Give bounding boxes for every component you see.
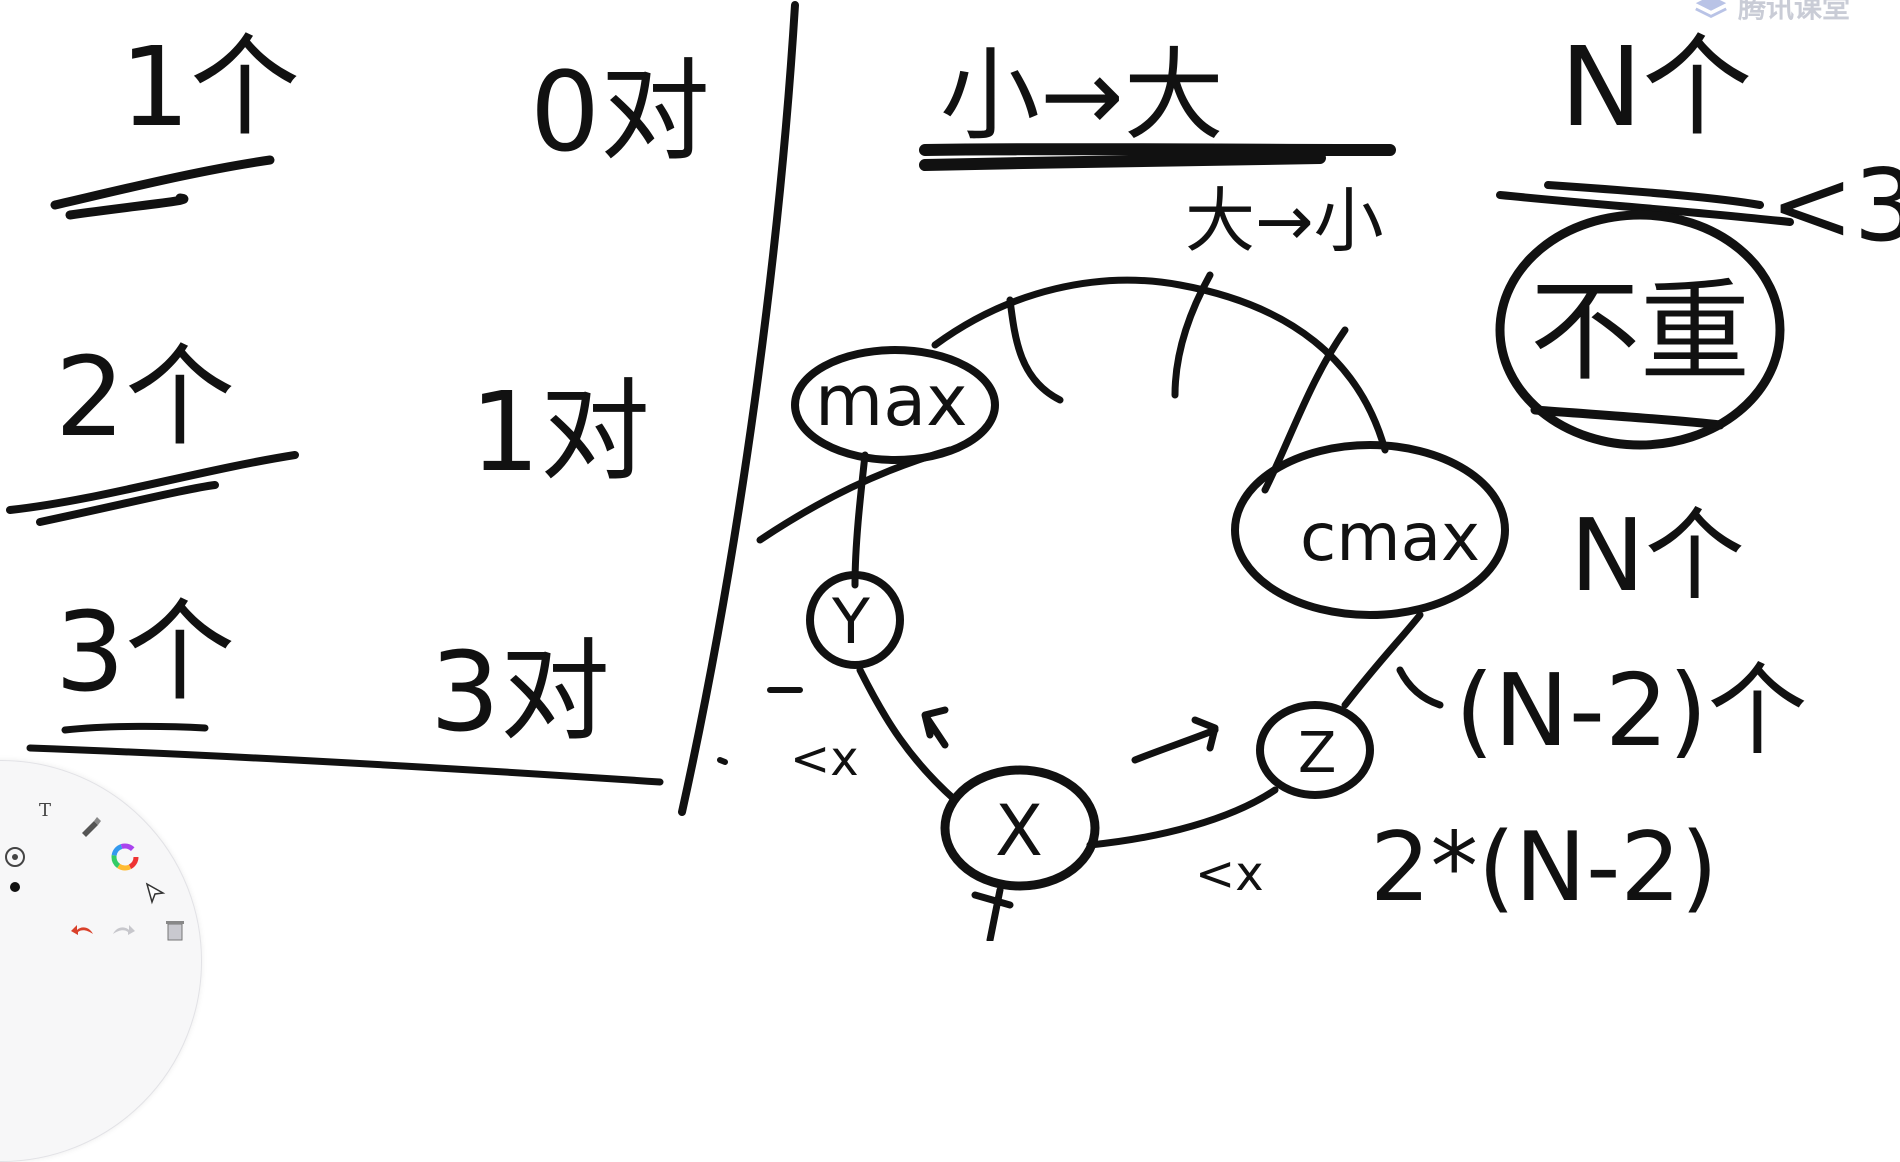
pointer-icon xyxy=(3,845,27,869)
pointer-tool[interactable] xyxy=(0,842,30,872)
tick-left-small xyxy=(720,690,800,762)
formula-2-times: 2*(N-2) xyxy=(1370,813,1718,923)
right-header: 小→大 大→小 N个 <3 不重 xyxy=(925,23,1900,445)
cycle-arc-bottom xyxy=(1090,790,1275,845)
subtitle-large-to-small: 大→小 xyxy=(1185,180,1384,262)
less-x-bottom: <x xyxy=(1195,846,1264,902)
row2-underline xyxy=(10,455,295,522)
edge-z-cmax xyxy=(1345,615,1440,705)
undo-icon xyxy=(69,920,97,940)
edge-max-y xyxy=(855,455,865,585)
whiteboard-canvas[interactable]: 1个 0对 2个 1对 3个 3对 小→大 大→小 N个 <3 不重 max xyxy=(0,0,1900,941)
row3-result: 3对 xyxy=(430,628,610,756)
count-label: N个 xyxy=(1570,497,1745,614)
row1-label: 1个 xyxy=(120,23,300,151)
title-underline xyxy=(925,149,1390,165)
redo-icon xyxy=(109,920,137,940)
row3-label: 3个 xyxy=(55,588,235,716)
brush-size[interactable] xyxy=(0,872,30,902)
text-tool[interactable]: T xyxy=(30,795,60,825)
arrow-cursor-icon xyxy=(143,881,167,905)
dot-icon xyxy=(10,882,20,892)
less-x-left: <x xyxy=(790,731,859,787)
select-tool[interactable] xyxy=(140,878,170,908)
node-x-label: X xyxy=(995,790,1043,872)
left-table: 1个 0对 2个 1对 3个 3对 xyxy=(10,5,795,812)
row2-label: 2个 xyxy=(55,333,235,461)
circled-text: 不重 xyxy=(1530,268,1750,396)
n-constraint: N个 xyxy=(1560,23,1752,151)
node-y-label: Y xyxy=(831,585,870,658)
node-max-label: max xyxy=(815,360,968,442)
row3-underline xyxy=(65,726,205,730)
node-z-label: Z xyxy=(1298,721,1336,786)
color-wheel-icon xyxy=(111,843,139,871)
trash-icon xyxy=(164,918,186,942)
row1-underline xyxy=(55,160,270,215)
color-picker[interactable] xyxy=(110,842,140,872)
title-small-to-large: 小→大 xyxy=(940,37,1224,154)
pen-tool[interactable] xyxy=(75,810,105,840)
formula-n-minus-2: (N-2)个 xyxy=(1455,652,1808,769)
arrow-up-left xyxy=(925,710,945,745)
row1-result: 0对 xyxy=(530,48,710,176)
edge-x-below xyxy=(975,890,1010,940)
constraint-mark: <3 xyxy=(1770,147,1900,264)
pen-icon xyxy=(78,813,102,837)
text-icon: T xyxy=(39,800,51,821)
row2-result: 1对 xyxy=(470,368,650,496)
edge-x-z xyxy=(1135,730,1215,760)
node-cmax-label: cmax xyxy=(1300,499,1480,576)
cycle-tick-1 xyxy=(1010,300,1060,400)
cycle-arc-top xyxy=(935,280,1385,450)
